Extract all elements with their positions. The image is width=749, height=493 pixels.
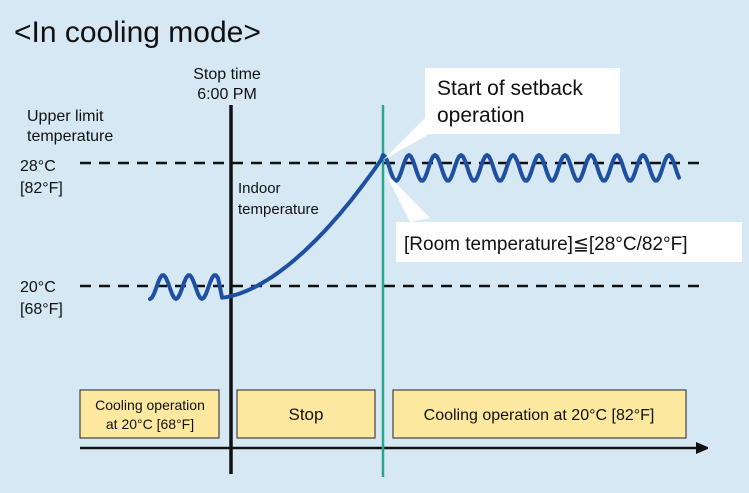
phase-box-before bbox=[79, 389, 220, 439]
start-callout-pointer bbox=[383, 110, 433, 160]
phase-after-label: Cooling operation at 20°C [82°F] bbox=[424, 407, 655, 424]
stop-time-label-line1: Stop time bbox=[193, 66, 261, 83]
high-temp-f-label: [82°F] bbox=[20, 180, 63, 197]
high-temp-c-label: 28°C bbox=[20, 158, 56, 175]
condition-callout-pointer bbox=[385, 172, 430, 222]
start-callout-line2: operation bbox=[437, 104, 525, 127]
indoor-temperature-label-line1: Indoor bbox=[238, 180, 281, 197]
phase-before-line1: Cooling operation bbox=[95, 397, 205, 413]
upper-limit-label-line2: temperature bbox=[27, 128, 113, 145]
phase-before-line2: at 20°C [68°F] bbox=[106, 416, 194, 432]
start-callout-box bbox=[425, 68, 620, 134]
stop-time-label-line2: 6:00 PM bbox=[197, 86, 257, 103]
start-callout-line1: Start of setback bbox=[437, 77, 583, 100]
condition-callout-box bbox=[396, 222, 742, 262]
low-temp-c-label: 20°C bbox=[20, 279, 56, 296]
low-temp-f-label: [68°F] bbox=[20, 301, 63, 318]
phase-stop-label: Stop bbox=[289, 405, 324, 424]
indoor-temperature-curve bbox=[148, 153, 681, 301]
phase-box-after bbox=[392, 389, 687, 439]
diagram-title: <In cooling mode> bbox=[14, 16, 261, 49]
upper-limit-label-line1: Upper limit bbox=[27, 108, 104, 125]
phase-box-stop bbox=[236, 389, 376, 439]
indoor-temperature-label-line2: temperature bbox=[238, 201, 319, 218]
condition-callout-text: [Room temperature]≦[28°C/82°F] bbox=[404, 234, 688, 255]
